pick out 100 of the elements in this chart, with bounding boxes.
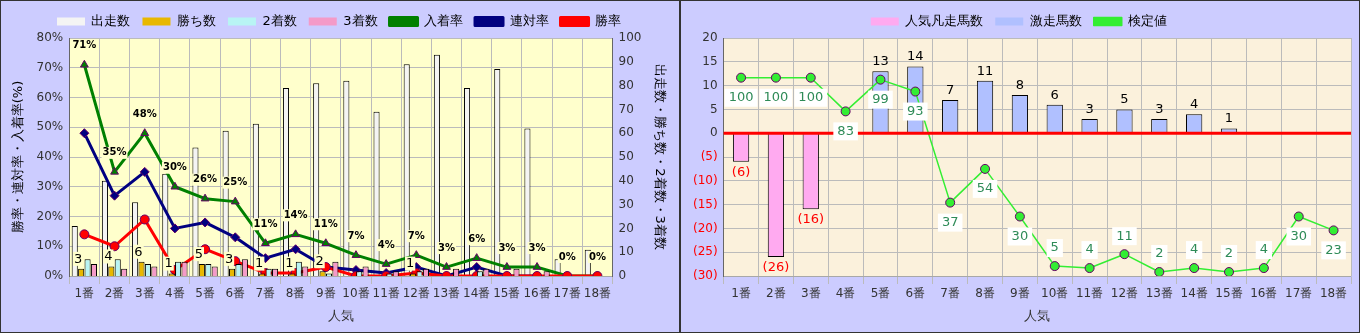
data-label: 11%	[253, 217, 278, 229]
point	[1258, 263, 1269, 274]
x-tick-label: 4番	[835, 286, 856, 301]
x-tick-label: 6番	[905, 286, 926, 301]
y2-tick-label: 90	[618, 53, 634, 68]
data-label: 4	[104, 248, 113, 264]
point	[1224, 267, 1235, 276]
data-label: 99	[872, 91, 889, 107]
x-tick-label: 12番	[402, 286, 430, 301]
x-tick-label: 15番	[493, 286, 521, 301]
data-label: (26)	[762, 258, 790, 274]
data-label: 2	[1155, 245, 1164, 261]
x-axis-title: 人気	[327, 307, 354, 323]
y-tick-label: 0	[709, 125, 718, 140]
y2-tick-label: 10	[618, 244, 634, 259]
data-label: 3%	[498, 241, 516, 253]
data-label: 25%	[223, 176, 248, 188]
x-tick-label: 9番	[315, 286, 336, 301]
x-tick-label: 2番	[766, 286, 786, 301]
x-tick-label: 6番	[225, 286, 246, 301]
data-label: 7%	[347, 229, 365, 241]
y-tick-label: 40%	[36, 149, 64, 164]
x-tick-label: 12番	[1110, 286, 1139, 301]
point	[79, 59, 89, 68]
data-label: 7%	[407, 229, 425, 241]
point	[200, 217, 211, 228]
x-tick-label: 16番	[523, 286, 551, 301]
x-tick-label: 1番	[74, 286, 95, 301]
data-label: 8	[1015, 77, 1025, 92]
x-tick-label: 9番	[1010, 286, 1030, 301]
data-label: 11	[1116, 227, 1133, 243]
data-label: 3	[1085, 100, 1094, 116]
data-label: 6%	[468, 232, 486, 244]
point	[736, 72, 747, 83]
point	[291, 229, 301, 238]
x-tick-label: 17番	[1285, 286, 1313, 301]
point	[351, 250, 361, 258]
data-label: 13	[872, 53, 889, 69]
legend-label: 検定値	[1128, 12, 1168, 28]
y2-tick-label: 80	[618, 77, 634, 92]
data-label: 4	[1259, 241, 1269, 257]
y2-tick-label: 60	[618, 125, 634, 140]
data-label: 11	[976, 62, 994, 78]
y-tick-label: (5)	[700, 149, 718, 164]
y-tick-label: 15	[702, 53, 718, 68]
point	[1014, 211, 1025, 222]
x-tick-label: 8番	[975, 286, 995, 301]
legend-label: 連対率	[509, 12, 549, 28]
y-tick-label: 20%	[36, 208, 64, 223]
x-tick-label: 10番	[1041, 286, 1069, 301]
legend-label: 激走馬数	[1029, 12, 1082, 28]
data-label: 54	[976, 180, 994, 196]
point	[140, 128, 150, 136]
y-tick-label: 30%	[36, 178, 64, 193]
x-tick-label: 8番	[285, 286, 306, 301]
point	[532, 262, 542, 270]
data-label: 4	[1190, 241, 1199, 257]
point	[1189, 263, 1200, 274]
y-tick-label: 60%	[36, 89, 64, 104]
data-label: 1	[255, 255, 264, 271]
x-tick-label: 18番	[1319, 286, 1348, 301]
y-tick-label: 0%	[44, 268, 64, 283]
point	[230, 232, 241, 243]
data-label: 93	[907, 102, 924, 118]
x-tick-label: 3番	[134, 286, 155, 301]
data-label: 2	[315, 253, 324, 269]
point	[109, 190, 120, 201]
data-label: 37	[941, 213, 959, 229]
x-tick-label: 5番	[870, 286, 891, 301]
y-tick-label: (10)	[692, 172, 718, 187]
data-label: 1	[285, 255, 294, 271]
data-label: 3%	[528, 241, 546, 253]
point	[110, 166, 119, 175]
data-label: 48%	[132, 107, 157, 119]
point	[472, 253, 482, 261]
data-label: 5	[194, 245, 204, 261]
point	[290, 244, 301, 255]
point	[980, 163, 991, 174]
y-tick-label: (30)	[692, 268, 718, 283]
x-tick-label: 13番	[1145, 286, 1173, 301]
data-label: 14%	[283, 208, 308, 220]
x-tick-label: 5番	[195, 286, 215, 301]
legend-label: 2着数	[262, 12, 297, 28]
data-label: (6)	[731, 163, 751, 179]
legend-label: 人気凡走馬数	[905, 12, 984, 28]
y2-tick-label: 50	[618, 149, 634, 164]
y2-tick-label: 70	[618, 101, 634, 116]
y2-tick-label: 0	[618, 268, 627, 283]
data-label: 4%	[377, 238, 395, 250]
data-label: 30	[1290, 227, 1307, 243]
legend-label: 3着数	[343, 12, 378, 28]
data-label: 83	[837, 122, 854, 138]
data-label: 3	[74, 250, 83, 266]
data-label: 30	[1011, 227, 1029, 243]
point	[1049, 261, 1060, 272]
point	[170, 181, 180, 190]
point	[1084, 263, 1095, 274]
y-tick-label: (25)	[692, 244, 718, 259]
data-label: 23	[1325, 241, 1342, 257]
x-tick-label: 10番	[342, 286, 370, 301]
